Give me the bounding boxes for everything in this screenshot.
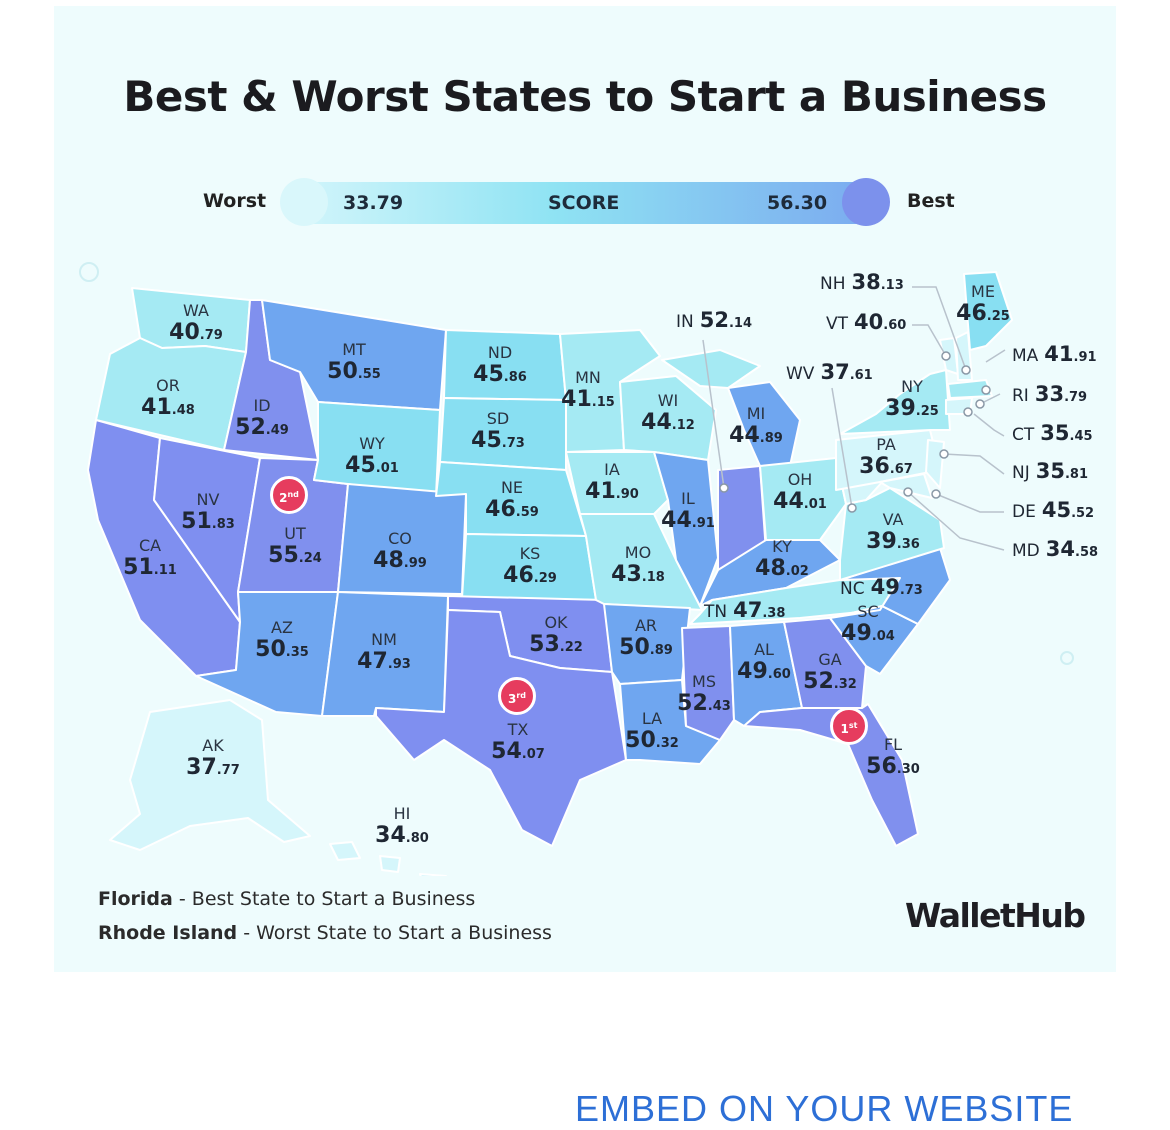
wallethub-logo: WalletHub xyxy=(905,896,1086,935)
note-worst: Rhode Island - Worst State to Start a Bu… xyxy=(98,922,552,944)
legend-high-swatch xyxy=(842,178,890,226)
rank-badge-1st: 1st xyxy=(830,707,868,745)
callout-nh: NH 38.13 xyxy=(820,270,904,294)
state-tn: TN 47.38 xyxy=(704,598,786,622)
state-shape-mi-up xyxy=(661,349,761,389)
callout-ct: CT 35.45 xyxy=(1012,421,1093,445)
state-shape-tx xyxy=(375,609,627,847)
state-ok: OK 53.22 xyxy=(529,613,583,657)
state-ks: KS 46.29 xyxy=(503,544,557,588)
callout-wv: WV 37.61 xyxy=(786,360,873,384)
state-wi: WI 44.12 xyxy=(641,391,695,435)
legend-high-label: Best xyxy=(907,190,955,212)
rank-badge-2nd: 2nd xyxy=(270,476,308,514)
legend-low-swatch xyxy=(280,178,328,226)
state-shape-nc xyxy=(829,547,951,625)
callout-md: MD 34.58 xyxy=(1012,537,1099,561)
callout-vt: VT 40.60 xyxy=(826,310,907,334)
legend-max-value: 56.30 xyxy=(767,192,828,214)
callout-ri: RI 33.79 xyxy=(1012,382,1088,406)
legend-low-label: Worst xyxy=(203,190,267,212)
state-tx: TX 54.07 xyxy=(491,720,545,764)
state-nc: NC 49.73 xyxy=(840,575,923,599)
state-sc: SC 49.04 xyxy=(841,602,895,646)
state-nd: ND 45.86 xyxy=(473,343,527,387)
state-nv: NV 51.83 xyxy=(181,490,235,534)
state-ca: CA 51.11 xyxy=(123,536,177,580)
state-ms: MS 52.43 xyxy=(677,672,731,716)
state-fl: FL 56.30 xyxy=(866,735,920,779)
state-la: LA 50.32 xyxy=(625,709,679,753)
state-shape-ny xyxy=(839,369,951,435)
state-shape-hi xyxy=(329,841,448,876)
state-va: VA 39.36 xyxy=(866,510,920,554)
legend-score-bar xyxy=(285,182,885,224)
state-az: AZ 50.35 xyxy=(255,618,309,662)
state-ut: UT 55.24 xyxy=(268,524,322,568)
state-shape-ga xyxy=(783,617,867,709)
state-il: IL 44.91 xyxy=(661,489,715,533)
state-pa: PA 36.67 xyxy=(859,435,913,479)
state-ar: AR 50.89 xyxy=(619,616,673,660)
embed-on-website-link[interactable]: EMBED ON YOUR WEBSITE xyxy=(575,1088,1074,1129)
state-sd: SD 45.73 xyxy=(471,409,525,453)
state-shape-md xyxy=(879,473,933,499)
state-shape-la xyxy=(619,679,721,765)
state-al: AL 49.60 xyxy=(737,640,791,684)
state-ia: IA 41.90 xyxy=(585,460,639,504)
state-ne: NE 46.59 xyxy=(485,478,539,522)
state-shape-me xyxy=(963,271,1013,351)
legend-min-value: 33.79 xyxy=(343,192,404,214)
state-or: OR 41.48 xyxy=(141,376,195,420)
state-shape-ms xyxy=(681,625,735,741)
state-oh: OH 44.01 xyxy=(773,470,827,514)
legend-center-label: SCORE xyxy=(548,192,620,214)
state-mt: MT 50.55 xyxy=(327,340,381,384)
state-ny: NY 39.25 xyxy=(885,377,939,421)
state-shape-nj xyxy=(925,439,945,489)
state-mn: MN 41.15 xyxy=(561,368,615,412)
state-wa: WA 40.79 xyxy=(169,301,223,345)
state-ga: GA 52.32 xyxy=(803,650,857,694)
state-mi: MI 44.89 xyxy=(729,404,783,448)
state-hi: HI 34.80 xyxy=(375,804,429,848)
state-mo: MO 43.18 xyxy=(611,543,665,587)
us-map xyxy=(79,262,1074,876)
note-best: Florida - Best State to Start a Business xyxy=(98,888,476,910)
callout-ma: MA 41.91 xyxy=(1012,342,1097,366)
state-co: CO 48.99 xyxy=(373,529,427,573)
state-shape-oh xyxy=(759,457,847,541)
state-shape-ak xyxy=(109,699,311,851)
rank-badge-3rd: 3rd xyxy=(498,677,536,715)
callout-nj: NJ 35.81 xyxy=(1012,459,1088,483)
page-title: Best & Worst States to Start a Business xyxy=(123,72,1047,121)
state-shape-va xyxy=(839,487,945,581)
callout-de: DE 45.52 xyxy=(1012,498,1095,522)
state-me: ME 46.25 xyxy=(956,282,1010,326)
state-ak: AK 37.77 xyxy=(186,736,240,780)
state-wy: WY 45.01 xyxy=(345,434,399,478)
state-nm: NM 47.93 xyxy=(357,630,411,674)
state-ky: KY 48.02 xyxy=(755,537,809,581)
state-id: ID 52.49 xyxy=(235,396,289,440)
callout-in: IN 52.14 xyxy=(676,308,752,332)
footnotes: Florida - Best State to Start a Business… xyxy=(98,882,552,950)
state-shape-ma xyxy=(947,379,993,399)
